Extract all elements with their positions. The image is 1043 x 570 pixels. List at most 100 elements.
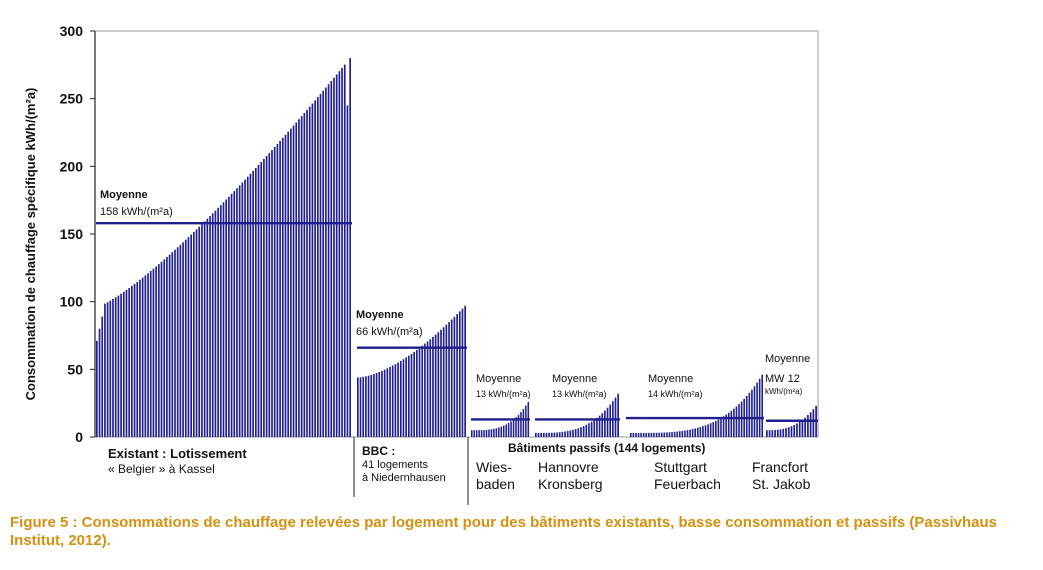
bar <box>263 159 265 437</box>
bar <box>550 432 553 437</box>
bar <box>300 116 303 437</box>
bar <box>292 125 295 437</box>
bar <box>614 397 617 437</box>
bar <box>812 409 815 437</box>
bar <box>678 431 681 437</box>
bar <box>635 432 637 437</box>
bar <box>391 365 394 437</box>
bar <box>522 408 525 437</box>
bar <box>219 205 222 437</box>
bar <box>370 374 373 437</box>
bar <box>346 105 349 438</box>
bar <box>211 213 214 437</box>
bar <box>241 182 244 437</box>
bar <box>510 421 512 437</box>
bar <box>190 234 192 437</box>
bar <box>493 428 495 437</box>
bar <box>303 113 306 437</box>
group-label: St. Jakob <box>752 476 811 492</box>
bar <box>244 179 246 437</box>
y-axis-label: Consommation de chauffage spécifique kWh… <box>23 88 38 401</box>
bar <box>766 430 768 437</box>
bar <box>796 423 798 437</box>
bar <box>128 287 131 437</box>
bar <box>298 119 300 437</box>
y-tick-label: 100 <box>60 294 84 310</box>
mean-label: Moyenne <box>765 353 810 365</box>
chart: 0 50 100 150 200 250 300 Consommation de chauff… <box>23 23 819 505</box>
bar <box>319 93 322 438</box>
bar <box>184 239 187 437</box>
bar <box>483 430 485 437</box>
bar <box>373 374 375 437</box>
bar <box>133 283 136 437</box>
bar <box>537 432 540 437</box>
bar <box>327 84 330 437</box>
bar <box>655 432 658 437</box>
bar <box>381 370 383 437</box>
bar <box>761 374 764 437</box>
bar <box>689 429 691 437</box>
bar <box>582 426 585 437</box>
bar <box>117 295 120 437</box>
mean-lines <box>96 221 818 422</box>
bar <box>768 430 771 437</box>
bar <box>279 140 281 437</box>
bar <box>498 427 500 437</box>
bar <box>500 426 503 437</box>
bar <box>517 414 520 437</box>
chart-bars <box>96 58 817 438</box>
group-label: baden <box>476 476 515 492</box>
bar <box>260 162 263 437</box>
bar <box>807 415 809 437</box>
bar <box>707 424 709 437</box>
bar <box>432 336 434 437</box>
group-label: Stuttgart <box>654 459 707 475</box>
group-label: à Niedernhausen <box>362 472 446 484</box>
bar <box>268 153 271 437</box>
bar <box>606 407 609 437</box>
bar <box>429 339 432 437</box>
bar <box>311 103 314 437</box>
mean-label: 14 kWh/(m²a) <box>648 389 703 399</box>
bar <box>801 419 804 437</box>
bar <box>98 328 101 437</box>
bar <box>416 349 418 437</box>
group-label: BBC : <box>362 444 395 458</box>
bar <box>748 392 751 437</box>
bar <box>230 193 233 437</box>
bar <box>730 410 733 437</box>
bar <box>596 417 598 437</box>
bar <box>445 324 448 437</box>
bar <box>790 426 793 437</box>
bar <box>722 416 725 437</box>
bar <box>593 419 596 437</box>
bar <box>779 429 782 437</box>
bar <box>756 382 758 437</box>
bar <box>569 430 572 437</box>
bar <box>637 432 640 437</box>
mean-label: 13 kWh/(m²a) <box>476 389 531 399</box>
bar <box>617 393 619 437</box>
group-label: Existant : Lotissement <box>108 446 247 461</box>
bar <box>735 406 738 437</box>
bar <box>367 375 370 437</box>
bar <box>632 432 635 437</box>
bar <box>525 405 527 437</box>
mean-label: Moyenne <box>356 309 404 321</box>
bar <box>448 322 450 437</box>
bar <box>399 360 402 437</box>
bar <box>704 425 707 437</box>
group-label: « Belgier » à Kassel <box>108 462 215 476</box>
bar <box>405 357 407 437</box>
bar <box>246 176 249 437</box>
bar <box>209 216 211 437</box>
bar <box>733 408 735 437</box>
bar <box>505 424 507 437</box>
bar <box>421 345 424 437</box>
bar <box>490 429 493 437</box>
bar <box>104 303 106 437</box>
y-tick-label: 150 <box>60 226 84 242</box>
bar <box>588 423 590 437</box>
bar <box>228 196 230 437</box>
